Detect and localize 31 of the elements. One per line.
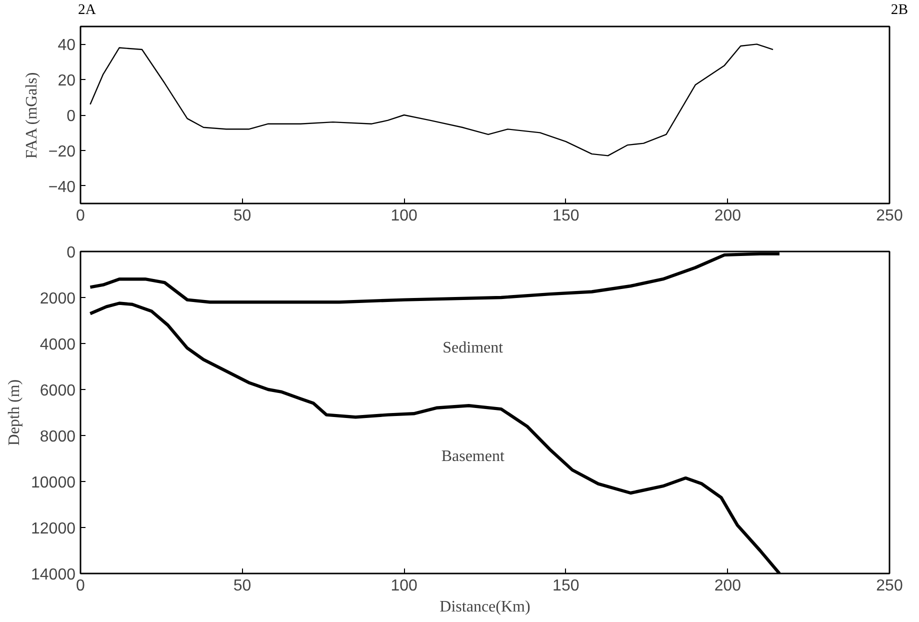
text: 2B — [890, 1, 908, 20]
x-tick-label: 50 — [233, 208, 252, 224]
y-tick-label: −20 — [48, 143, 76, 160]
y-tick-label: 20 — [58, 72, 76, 90]
y-tick-label: 4000 — [40, 336, 76, 354]
x-tick-label: 100 — [390, 578, 418, 594]
y-axis-title: FAA (mGals) — [23, 72, 40, 159]
line-series — [90, 44, 774, 156]
x-tick-label: 150 — [552, 578, 580, 594]
y-tick-label: 10000 — [31, 474, 76, 492]
x-tick-label: 100 — [390, 208, 418, 224]
y-tick-label: 40 — [58, 37, 76, 54]
x-tick-label: 250 — [876, 578, 903, 594]
x-tick-label: 200 — [714, 578, 742, 594]
y-tick-label: 8000 — [40, 428, 76, 446]
annotation: Basement — [441, 448, 505, 465]
y-tick-label: −40 — [48, 178, 76, 196]
y-tick-label: 0 — [66, 108, 76, 125]
y-tick-label: 2000 — [40, 290, 76, 308]
y-tick-label: 14000 — [31, 566, 76, 584]
y-tick-label: 0 — [66, 244, 76, 262]
annotation: Sediment — [442, 340, 504, 357]
text: 2A — [78, 1, 96, 20]
y-tick-label: 6000 — [40, 382, 76, 400]
x-tick-label: 200 — [714, 208, 742, 224]
y-tick-label: 12000 — [31, 520, 76, 538]
x-tick-label: 250 — [876, 208, 903, 224]
x-axis-title: Distance(Km) — [440, 598, 530, 616]
x-tick-label: 150 — [552, 208, 580, 224]
x-tick-label: 50 — [233, 578, 252, 594]
y-axis-title: Depth (m) — [6, 379, 24, 446]
